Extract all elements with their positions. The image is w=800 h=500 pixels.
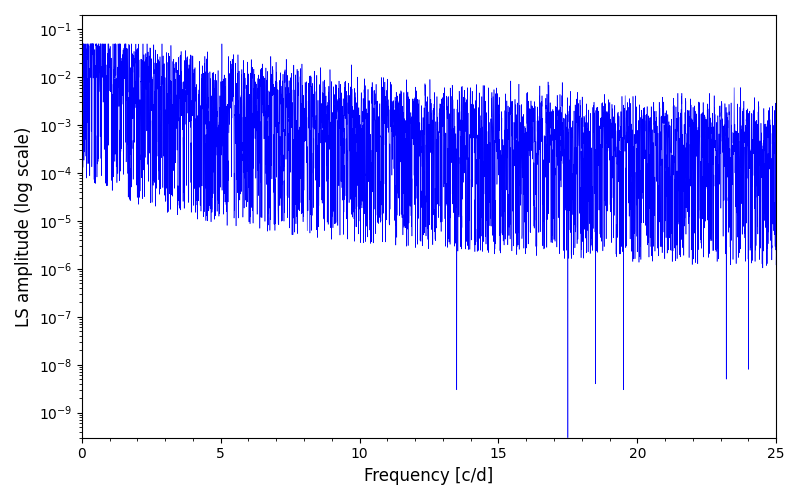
Y-axis label: LS amplitude (log scale): LS amplitude (log scale) xyxy=(15,126,33,326)
X-axis label: Frequency [c/d]: Frequency [c/d] xyxy=(364,467,494,485)
